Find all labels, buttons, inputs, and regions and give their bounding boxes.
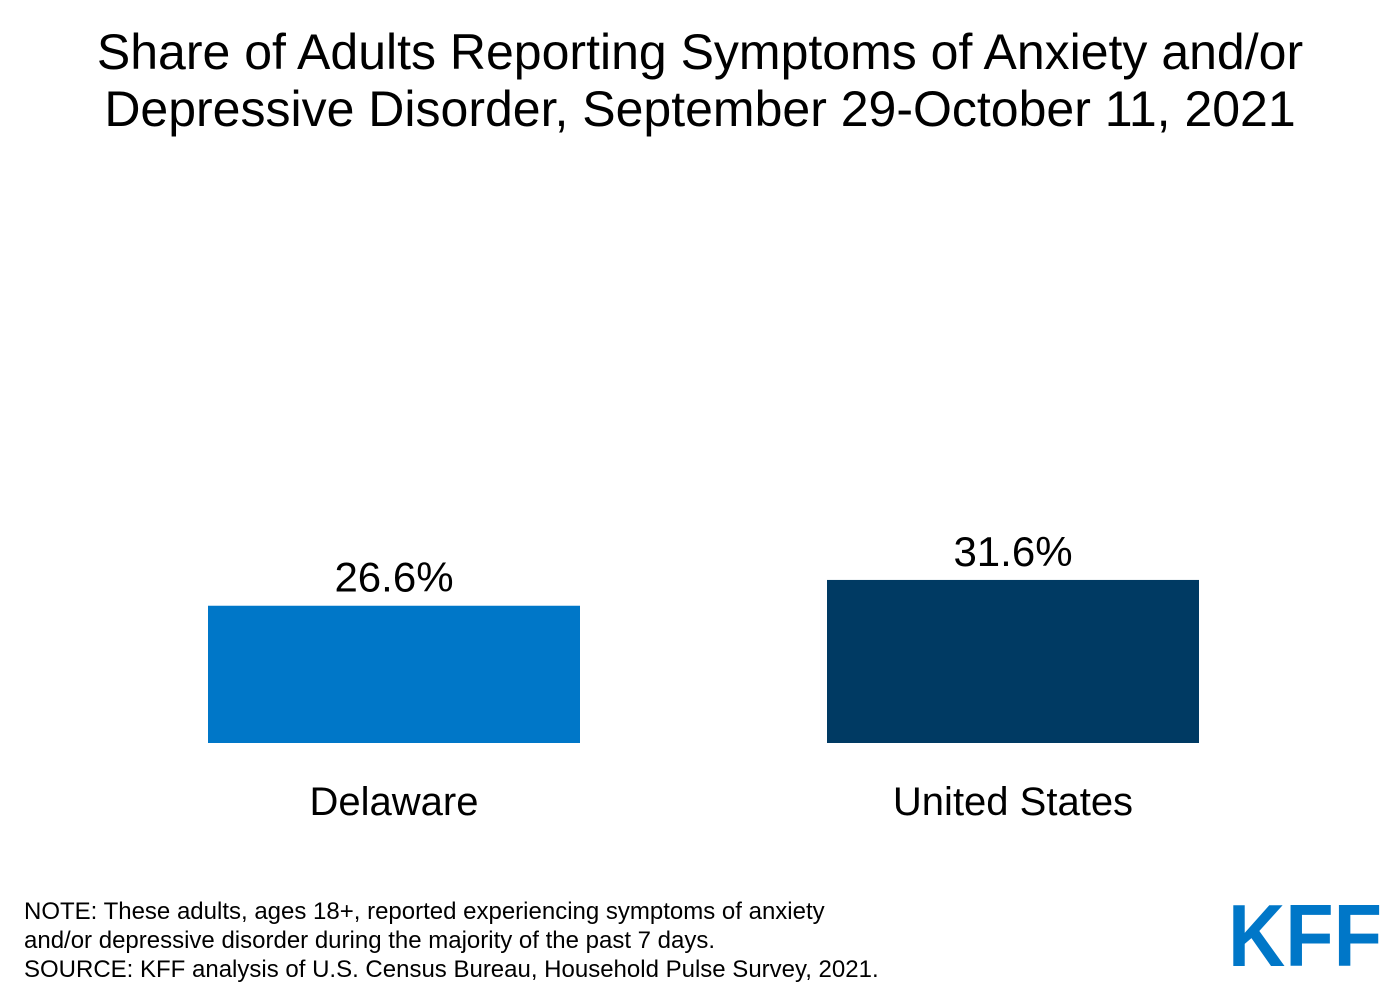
chart-title-line-1: Share of Adults Reporting Symptoms of An…: [96, 24, 1304, 80]
bar-delaware: [208, 605, 580, 743]
note-line-1: NOTE: These adults, ages 18+, reported e…: [24, 898, 825, 925]
source-line: SOURCE: KFF analysis of U.S. Census Bure…: [24, 956, 879, 983]
kff-logo: KFF: [1228, 900, 1382, 970]
category-label-united-states: United States: [893, 780, 1133, 824]
data-label-united-states: 31.6%: [953, 528, 1072, 575]
category-label-delaware: Delaware: [310, 780, 479, 824]
kff-logo-text: KFF: [1228, 900, 1382, 970]
chart-note: NOTE: These adults, ages 18+, reported e…: [24, 897, 1124, 984]
chart-title: Share of Adults Reporting Symptoms of An…: [0, 24, 1400, 138]
data-label-delaware: 26.6%: [334, 554, 453, 601]
note-line-2: and/or depressive disorder during the ma…: [24, 927, 716, 954]
bar-united-states: [827, 579, 1199, 743]
chart-title-line-2: Depressive Disorder, September 29-Octobe…: [104, 81, 1296, 137]
